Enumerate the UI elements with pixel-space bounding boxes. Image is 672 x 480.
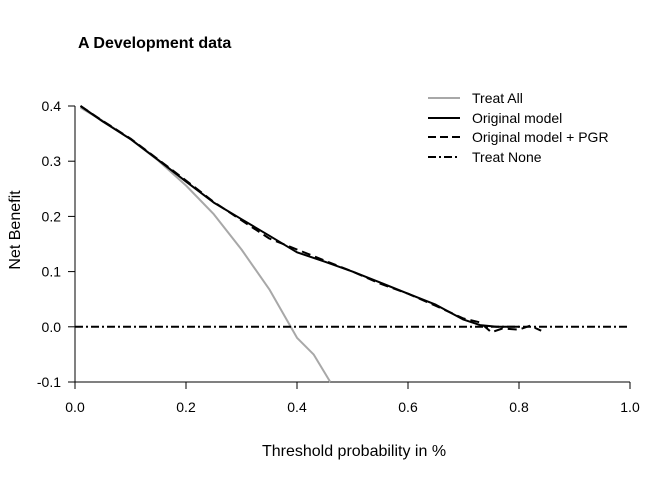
legend-label-treat-none: Treat None bbox=[472, 149, 542, 165]
y-tick-label: 0.4 bbox=[42, 98, 62, 114]
x-axis-label: Threshold probability in % bbox=[262, 443, 446, 460]
series-line-original-model-pgr bbox=[79, 105, 542, 334]
x-tick-label: 0.8 bbox=[509, 399, 529, 415]
series-layer bbox=[75, 105, 630, 383]
x-tick-label: 0.2 bbox=[176, 399, 196, 415]
legend-label-treat-all: Treat All bbox=[472, 90, 523, 106]
x-tick-label: 0.6 bbox=[398, 399, 418, 415]
y-tick-label: -0.1 bbox=[37, 374, 61, 390]
legend-label-original-model: Original model bbox=[472, 110, 562, 126]
y-tick-label: 0.3 bbox=[42, 153, 62, 169]
y-axis: -0.1 0.0 0.1 0.2 0.3 0.4 bbox=[37, 98, 76, 390]
y-axis-label: Net Benefit bbox=[7, 190, 24, 270]
chart-title: A Development data bbox=[78, 35, 231, 52]
y-tick-label: 0.1 bbox=[42, 264, 62, 280]
x-tick-label: 0.4 bbox=[287, 399, 307, 415]
x-tick-label: 1.0 bbox=[620, 399, 640, 415]
legend-label-original-model-pgr: Original model + PGR bbox=[472, 129, 609, 145]
x-axis: 0.0 0.2 0.4 0.6 0.8 1.0 bbox=[65, 381, 640, 415]
y-tick-label: 0.0 bbox=[42, 319, 62, 335]
series-line-original-model bbox=[79, 105, 519, 328]
series-line-treat-all bbox=[79, 106, 332, 383]
legend: Treat All Original model Original model … bbox=[428, 90, 609, 165]
y-tick-label: 0.2 bbox=[42, 208, 62, 224]
x-tick-label: 0.0 bbox=[65, 399, 85, 415]
